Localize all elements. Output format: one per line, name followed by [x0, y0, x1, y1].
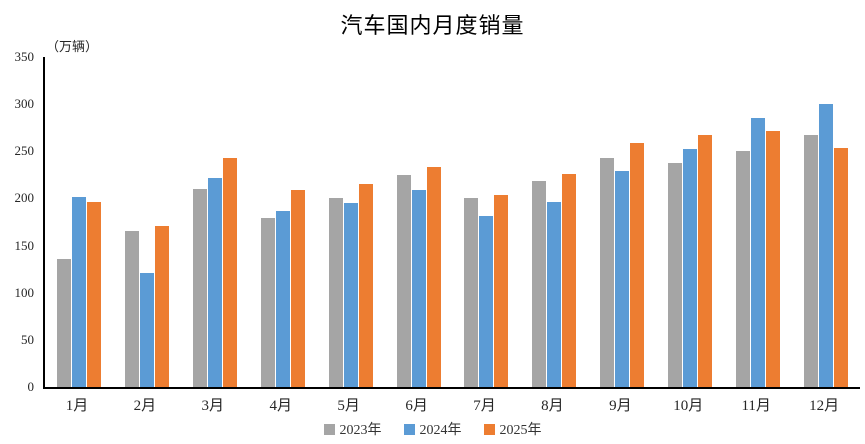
- bar-group: [588, 57, 656, 387]
- bar: [86, 202, 101, 387]
- bar-group: [724, 57, 792, 387]
- y-tick-label: 350: [14, 49, 35, 64]
- legend-item: 2025年: [483, 419, 542, 439]
- bar: [751, 118, 766, 387]
- legend-item: 2023年: [323, 419, 382, 439]
- x-tick-label: 11月: [741, 398, 771, 414]
- x-tick-label: 1月: [65, 398, 89, 414]
- x-tick-label: 6月: [405, 398, 428, 414]
- bar: [396, 174, 411, 387]
- bar: [275, 210, 290, 387]
- y-tick-label: 300: [14, 96, 35, 112]
- bar: [600, 157, 615, 387]
- bar-group: [317, 57, 385, 387]
- y-tick-label: 200: [14, 190, 35, 206]
- x-tick-label: 5月: [337, 398, 360, 414]
- bar: [698, 135, 713, 387]
- bar: [426, 167, 441, 387]
- bar: [222, 157, 237, 387]
- legend-item: 2024年: [403, 419, 462, 439]
- bar: [736, 151, 751, 387]
- x-tick-label: 9月: [609, 398, 632, 414]
- y-tick-label: 150: [14, 237, 35, 253]
- bar-group: [792, 57, 860, 387]
- bar: [464, 197, 479, 387]
- legend-swatch: [403, 423, 415, 435]
- bar-group: [520, 57, 588, 387]
- plot-area: [43, 57, 860, 389]
- x-tick-label: 2月: [133, 398, 157, 414]
- bar: [358, 184, 373, 387]
- x-tick-label: 12月: [809, 398, 840, 414]
- bar: [124, 230, 139, 387]
- bar: [343, 203, 358, 387]
- bar: [479, 216, 494, 387]
- x-axis-tick-labels: 1月 2月 3月 4月 5月 6月 7月 8月 9月 10月 11月 12月: [43, 394, 858, 415]
- bar: [411, 189, 426, 387]
- bar: [668, 162, 683, 387]
- bar: [819, 104, 834, 387]
- bar: [494, 194, 509, 387]
- bar: [290, 189, 305, 387]
- bar: [207, 177, 222, 387]
- bar: [328, 198, 343, 387]
- legend-swatch: [483, 423, 495, 435]
- y-tick-label: 50: [21, 331, 34, 347]
- x-tick-label: 10月: [673, 398, 704, 414]
- bar: [139, 272, 154, 387]
- bar: [56, 258, 71, 387]
- bar-group: [181, 57, 249, 387]
- legend: 2023年 2024年 2025年: [0, 419, 865, 439]
- bar: [804, 135, 819, 387]
- bar: [154, 225, 169, 387]
- bar-group: [385, 57, 453, 387]
- x-tick-label: 4月: [269, 398, 292, 414]
- bar: [683, 148, 698, 387]
- bar: [630, 142, 645, 387]
- legend-swatch: [323, 423, 335, 435]
- bar: [71, 196, 86, 387]
- y-tick-label: 0: [27, 379, 35, 394]
- bar: [615, 171, 630, 387]
- bar: [766, 130, 781, 387]
- x-tick-label: 3月: [201, 398, 225, 414]
- y-axis-unit-label: （万辆）: [46, 39, 99, 54]
- y-tick-label: 250: [14, 143, 35, 159]
- bar-group: [656, 57, 724, 387]
- legend-label: 2025年: [499, 423, 542, 438]
- bar: [260, 218, 275, 387]
- bar-group: [453, 57, 521, 387]
- bar: [547, 202, 562, 387]
- bar: [834, 147, 849, 387]
- x-tick-label: 7月: [473, 398, 496, 414]
- bar: [532, 180, 547, 387]
- bar-group: [113, 57, 181, 387]
- bar-group: [249, 57, 317, 387]
- bar: [192, 189, 207, 387]
- legend-label: 2023年: [339, 423, 382, 438]
- x-tick-label: 8月: [541, 398, 564, 414]
- bar-group: [45, 57, 113, 387]
- bar: [562, 173, 577, 387]
- legend-label: 2024年: [419, 423, 462, 438]
- chart-title: 汽车国内月度销量: [340, 13, 525, 38]
- y-tick-label: 100: [14, 284, 35, 300]
